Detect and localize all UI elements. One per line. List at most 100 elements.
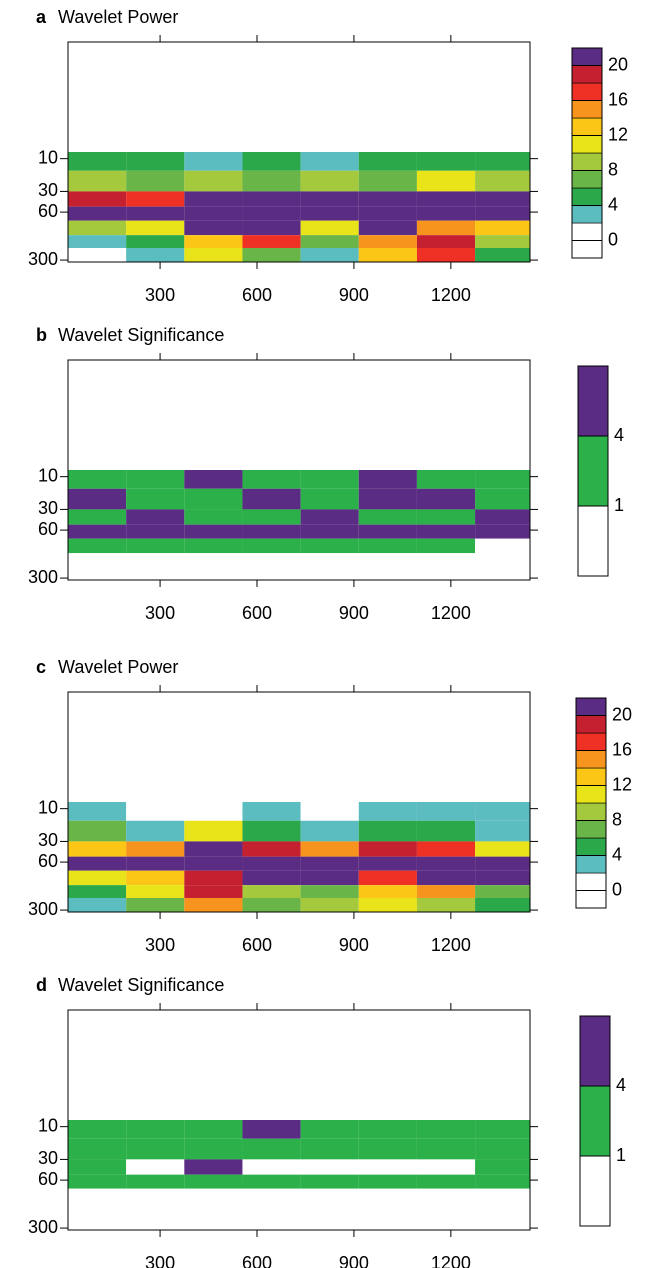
contour-cell (242, 1174, 301, 1189)
colorbar-segment (571, 152, 603, 171)
contour-cell (184, 565, 243, 580)
x-tick-label: 900 (339, 285, 369, 305)
contour-cell (184, 1159, 243, 1175)
contour-cell (184, 1215, 243, 1230)
contour-cell (300, 1120, 359, 1139)
colorbar-tick-label: 4 (616, 1075, 626, 1095)
contour-cell (358, 870, 417, 886)
contour-cell (358, 553, 417, 566)
colorbar-segment (575, 767, 607, 786)
contour-cell (68, 1215, 127, 1230)
contour-cell (242, 360, 301, 470)
contour-cell (184, 191, 243, 207)
contour-cell (184, 235, 243, 248)
contour-cell (68, 1174, 127, 1189)
contour-cell (242, 509, 301, 525)
contour-cell (184, 897, 243, 912)
contour-cell (126, 870, 185, 886)
contour-cell (126, 220, 185, 236)
contour-cell (475, 1174, 530, 1189)
contour-cell (475, 247, 530, 262)
contour-cell (126, 897, 185, 912)
colorbar-tick-label: 0 (612, 879, 622, 899)
contour-cell (300, 538, 359, 554)
contour-cell (416, 692, 476, 802)
colorbar-segment (571, 47, 603, 66)
contour-cell (242, 553, 301, 566)
contour-cell (416, 565, 476, 580)
contour-cell (242, 42, 301, 152)
contour-cell (68, 524, 127, 539)
contour-cell (358, 1174, 417, 1189)
contour-cell (416, 1159, 476, 1175)
contour-cell (475, 565, 530, 580)
colorbar-tick-label: 20 (612, 704, 632, 724)
contour-cell (242, 802, 301, 821)
contour-cell (68, 885, 127, 898)
contour-cell (416, 152, 476, 171)
colorbar-frame (571, 47, 603, 259)
colorbar-segment (571, 117, 603, 136)
contour-cell (242, 470, 301, 489)
contour-cell (416, 1174, 476, 1189)
contour-cell (416, 870, 476, 886)
contour-cell (475, 360, 530, 470)
contour-cell (184, 553, 243, 566)
contour-cell (126, 1215, 185, 1230)
contour-cell (475, 820, 530, 842)
contour-cell (475, 1138, 530, 1160)
contour-cell (475, 1215, 530, 1230)
contour-cell (68, 820, 127, 842)
contour-cell (358, 897, 417, 912)
contour-cell (300, 1174, 359, 1189)
contour-cell (475, 885, 530, 898)
contour-cell (358, 692, 417, 802)
panel-title: Wavelet Power (58, 657, 178, 677)
contour-cell (242, 841, 301, 857)
contour-cell (242, 820, 301, 842)
contour-cell (358, 1120, 417, 1139)
contour-cell (416, 206, 476, 221)
contour-cell (475, 692, 530, 802)
contour-cell (358, 1188, 417, 1204)
contour-cell (184, 1010, 243, 1120)
contour-cell (300, 1188, 359, 1204)
colorbar-segment (579, 1155, 611, 1227)
colorbar-segment (575, 837, 607, 856)
contour-cell (300, 235, 359, 248)
contour-cell (358, 170, 417, 192)
contour-cell (242, 565, 301, 580)
contour-cell (300, 885, 359, 898)
contour-cell (126, 820, 185, 842)
contour-cell (68, 856, 127, 871)
contour-cell (126, 247, 185, 262)
contour-cell (300, 152, 359, 171)
colorbar-segment (577, 435, 609, 507)
contour-cell (300, 1138, 359, 1160)
y-tick-label: 30 (38, 830, 58, 850)
y-tick-label: 30 (38, 1148, 58, 1168)
contour-cell (416, 1203, 476, 1216)
contour-cell (184, 1203, 243, 1216)
colorbar-segment (575, 872, 607, 891)
contour-cell (416, 820, 476, 842)
contour-cell (184, 509, 243, 525)
panel-title: Wavelet Power (58, 7, 178, 27)
contour-cell (184, 885, 243, 898)
contour-cell (416, 1215, 476, 1230)
contour-cell (358, 802, 417, 821)
contour-cell (358, 360, 417, 470)
colorbar-segment (575, 890, 607, 909)
contour-cell (242, 524, 301, 539)
x-tick-label: 300 (145, 285, 175, 305)
y-tick-label: 300 (28, 899, 58, 919)
contour-cell (242, 152, 301, 171)
contour-cell (416, 802, 476, 821)
contour-cell (126, 692, 185, 802)
contour-cell (126, 1159, 185, 1175)
contour-cell (68, 841, 127, 857)
plot-frame (67, 691, 531, 913)
contour-cell (242, 692, 301, 802)
x-tick-label: 1200 (431, 603, 471, 623)
contour-cell (68, 1188, 127, 1204)
